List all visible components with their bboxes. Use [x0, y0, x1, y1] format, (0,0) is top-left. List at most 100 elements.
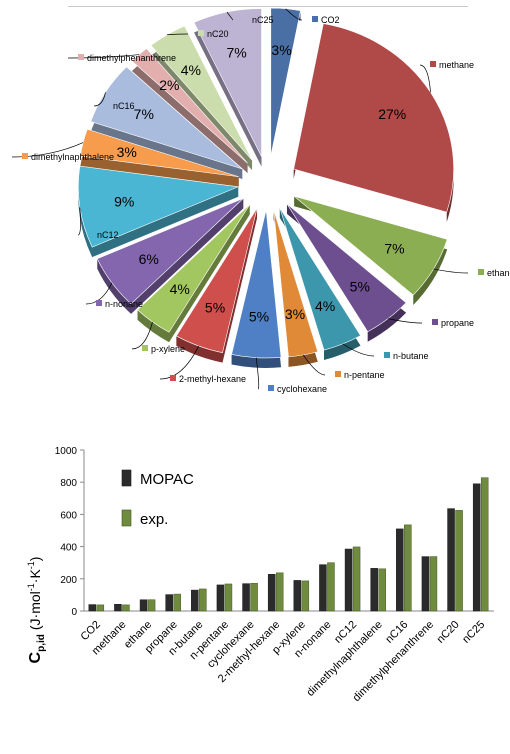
bar-mopac-dimethylnaphthalene — [370, 568, 378, 612]
pie-legend-swatch-n-butane — [384, 352, 390, 358]
pie-percent-label-cyclohexane: 5% — [249, 308, 269, 324]
y-tick-label: 0 — [71, 607, 77, 618]
pie-percent-label-nc25: 7% — [227, 45, 247, 61]
pie-callout-line-dimethylnaphthalene — [11, 142, 84, 158]
bar-chart: 02004006008001000CO2methaneethanepropane… — [26, 446, 494, 704]
pie-slice-dimethylnaphthalene — [80, 128, 239, 178]
pie-legend-swatch-n-pentane — [335, 371, 341, 377]
pie-chart: 3% CO2 27% methane 7% ethane 5% propane 4% n-buta… — [11, 7, 510, 394]
pie-callout-line-nc12 — [77, 207, 81, 236]
pie-slice-nc12 — [78, 165, 240, 248]
pie-legend-swatch-propane — [432, 319, 438, 325]
pie-slice-label-dimethylnaphthalene: dimethylnaphthalene — [31, 152, 114, 162]
bar-exp-dimethylphenanthrene — [429, 556, 438, 612]
y-axis-label: Cp,id(J·mol-1·K-1) — [26, 557, 47, 664]
pie-percent-label-ethane: 7% — [384, 241, 404, 257]
bar-mopac-propane — [165, 594, 173, 612]
pie-slice-side-nc20 — [150, 25, 253, 171]
pie-legend-swatch-2-methyl-hexane — [170, 375, 176, 381]
pie-slice-dimethylphenanthrene — [131, 48, 248, 164]
bar-exp-propane — [173, 593, 181, 612]
pie-slice-nc20 — [150, 25, 253, 161]
pie-legend-swatch-co2 — [312, 16, 318, 22]
bar-exp-p-xylene — [301, 580, 310, 612]
pie-slice-methane — [293, 23, 454, 213]
y-tick-label: 800 — [60, 478, 77, 489]
bar-mopac-n-pentane — [216, 584, 225, 612]
pie-slice-n-nonane — [96, 198, 244, 305]
pie-percent-label-dimethylnaphthalene: 3% — [117, 144, 137, 160]
bar-exp-nc12 — [352, 546, 361, 612]
pie-slice-label-2-methyl-hexane: 2-methyl-hexane — [179, 374, 246, 384]
bar-exp-co2 — [96, 604, 105, 612]
bar-exp-2-methyl-hexane — [275, 572, 284, 612]
legend-swatch-mopac — [121, 469, 132, 487]
pie-percent-label-dimethylphenanthrene: 2% — [159, 77, 179, 93]
pie-percent-label-2-methyl-hexane: 5% — [205, 299, 225, 315]
pie-legend-swatch-nc12 — [88, 231, 94, 237]
pie-percent-label-nc20: 4% — [181, 62, 201, 78]
pie-callout-line-nc16 — [93, 92, 106, 107]
bar-exp-ethane — [147, 599, 156, 612]
pie-legend-swatch-methane — [430, 61, 436, 67]
bar-exp-methane — [122, 604, 130, 612]
bar-mopac-dimethylphenanthrene — [421, 556, 430, 612]
pie-callout-line-p-xylene — [131, 321, 153, 350]
pie-percent-label-n-nonane: 6% — [139, 251, 159, 267]
pie-callout-line-n-nonane — [85, 282, 113, 305]
bar-exp-dimethylnaphthalene — [378, 568, 386, 612]
pie-callout-line-cyclohexane — [255, 357, 260, 390]
bar-mopac-nc12 — [344, 548, 353, 612]
pie-slice-cyclohexane — [231, 209, 282, 359]
pie-legend-swatch-ethane — [478, 269, 484, 275]
pie-slice-side-nc25 — [194, 8, 262, 167]
chart-legend: MOPAC exp. — [121, 469, 194, 528]
bar-exp-nc20 — [455, 510, 463, 612]
pie-legend-swatch-dimethylphenanthrene — [78, 54, 84, 60]
pie-slice-label-methane: methane — [439, 60, 474, 70]
bar-exp-n-butane — [199, 588, 207, 612]
x-tick-label: nC25 — [460, 619, 487, 646]
bar-mopac-cyclohexane — [242, 583, 250, 612]
pie-callout-line-co2 — [285, 8, 303, 21]
pie-legend-swatch-n-nonane — [96, 300, 102, 306]
pie-legend-swatch-nc16 — [104, 102, 110, 108]
pie-slice-side-p-xylene — [137, 204, 250, 343]
y-tick-label: 400 — [60, 543, 77, 554]
bar-mopac-n-nonane — [319, 564, 327, 612]
pie-callout-line-propane — [388, 318, 423, 324]
y-tick-label: 600 — [60, 510, 77, 521]
pie-callout-line-ethane — [433, 268, 469, 274]
bar-exp-nc16 — [404, 524, 412, 612]
pie-callout-line-nc25 — [226, 11, 234, 21]
pie-slice-side-2-methyl-hexane — [176, 208, 258, 363]
pie-legend-swatch-p-xylene — [142, 345, 148, 351]
legend-label-mopac: MOPAC — [140, 471, 194, 488]
pie-legend-swatch-nc25 — [243, 16, 249, 22]
pie-callout-line-methane — [419, 64, 431, 93]
pie-percent-label-n-butane: 4% — [315, 298, 335, 314]
pie-callout-line-n-pentane — [302, 354, 326, 376]
pie-legend-swatch-dimethylnaphthalene — [22, 153, 28, 159]
y-tick-label: 1000 — [55, 446, 78, 457]
pie-percent-label-propane: 5% — [350, 278, 370, 294]
pie-slice-side-dimethylnaphthalene — [80, 129, 239, 187]
bar-exp-nc25 — [480, 477, 489, 612]
bar-exp-n-pentane — [224, 583, 233, 612]
pie-callout-line-2-methyl-hexane — [159, 345, 200, 380]
legend-label-exp: exp. — [140, 511, 168, 528]
pie-slice-label-nc16: nC16 — [113, 101, 135, 111]
y-tick-label: 200 — [60, 575, 77, 586]
pie-slice-label-n-pentane: n-pentane — [344, 370, 385, 380]
pie-percent-label-methane: 27% — [378, 106, 406, 122]
pie-slice-side-nc16 — [90, 66, 243, 180]
legend-swatch-exp — [121, 509, 132, 527]
pie-slice-n-butane — [279, 207, 361, 351]
bar-exp-n-nonane — [327, 562, 335, 612]
pie-legend-swatch-nc20 — [198, 30, 204, 36]
pie-slice-side-dimethylphenanthrene — [131, 48, 248, 174]
pie-slice-ethane — [293, 195, 448, 296]
pie-slice-label-co2: CO2 — [321, 15, 340, 25]
pie-slice-label-nc20: nC20 — [207, 29, 229, 39]
pie-callout-line-nc20 — [167, 33, 189, 36]
